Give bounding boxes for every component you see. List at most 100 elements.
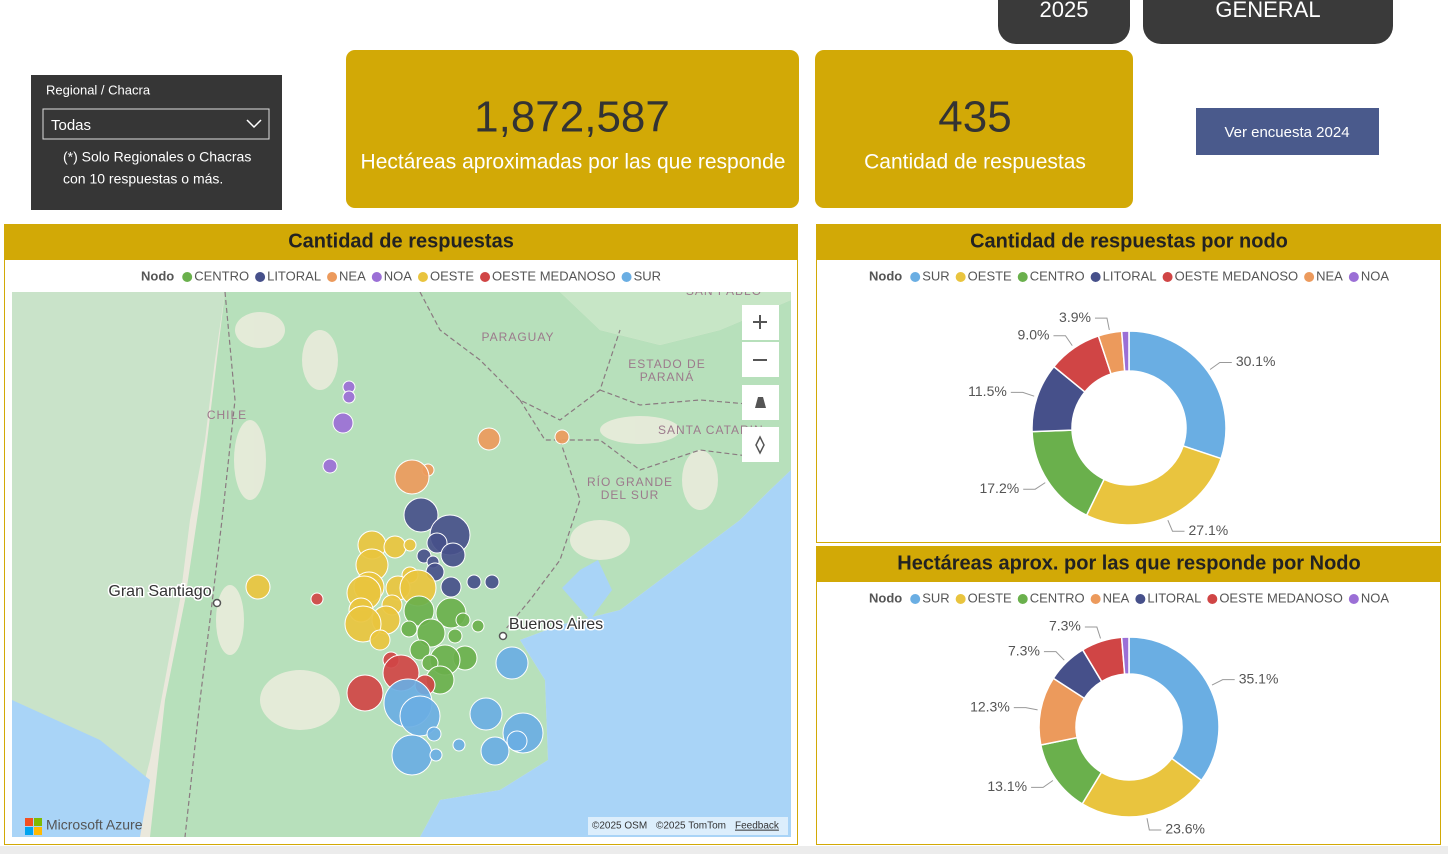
map-controls [742,305,779,462]
legend-item: OESTE MEDANOSO [492,268,616,283]
feedback-link[interactable]: Feedback [735,821,780,832]
legend-item: LITORAL [1147,590,1201,605]
legend-swatch [621,272,632,282]
legend-item: CENTRO [1030,590,1085,605]
scope-button[interactable]: GENERAL [1143,0,1393,44]
legend-item: OESTE [430,268,474,283]
data-label: 30.1% [1236,353,1276,369]
legend-item: SUR [922,590,949,605]
kpi-value: 435 [938,93,1011,142]
brand-logo: Microsoft Azure [25,817,143,835]
data-label: 11.5% [968,383,1007,399]
map-place: ESTADO DE [628,357,705,371]
filter-label: Regional / Chacra [46,82,151,97]
donut-slice [1120,330,1130,372]
map-city: Buenos Aires [509,616,603,633]
data-label: 7.3% [1049,618,1081,634]
donut-slice [1128,330,1227,460]
legend-item: OESTE [968,590,1012,605]
donut-slice [1128,636,1220,782]
legend-swatch [1162,272,1173,282]
legend-swatch [182,272,193,282]
year-button[interactable]: 2025 [998,0,1130,44]
donut-slice [1085,445,1223,526]
leader-line [1013,707,1038,711]
donut-panel: Hectáreas aprox. por las que responde po… [816,546,1441,845]
legend-swatch [1348,272,1359,282]
filter-note: (*) Solo Regionales o Chacras [63,149,251,165]
legend-item: NOA [384,268,413,283]
filter-panel: Regional / Chacra Todas (*) Solo Regiona… [31,75,282,210]
legend-swatch [955,594,966,604]
kpi-value: 1,872,587 [474,93,670,142]
data-label: 13.1% [987,778,1027,794]
data-label: 12.3% [970,698,1010,714]
leader-line [1167,519,1185,532]
legend-item: NOA [1361,268,1390,283]
donut-slice [1120,636,1130,675]
leader-line [1094,317,1110,331]
zoom-in[interactable] [742,305,779,340]
bottom-strip [0,846,1448,854]
bubbles [245,380,570,776]
legend-title: Nodo [869,268,902,283]
legend-swatch [480,272,491,282]
legend-swatch [1017,594,1028,604]
scope-label: GENERAL [1215,0,1320,22]
map-place: PARAGUAY [482,330,555,344]
leader-line [1211,679,1235,686]
data-label: 3.9% [1059,309,1091,325]
leader-line [1043,651,1065,661]
legend-swatch [1017,272,1028,282]
filter-note: con 10 respuestas o más. [63,171,223,187]
map-place: CHILE [207,408,247,422]
map-city: Gran Santiago [108,583,211,600]
tilt[interactable] [742,385,779,420]
legend-title: Nodo [141,268,174,283]
brand-name: Microsoft Azure [46,817,143,833]
legend-item: OESTE MEDANOSO [1219,590,1343,605]
panel-title: Cantidad de respuestas [288,230,514,252]
legend-swatch [955,272,966,282]
legend-item: SUR [634,268,661,283]
legend-item: CENTRO [194,268,249,283]
data-label: 23.6% [1165,821,1205,837]
map-place: PARANÁ [640,369,694,384]
link-button[interactable]: Ver encuesta 2024 [1196,108,1379,155]
legend-swatch [327,272,338,282]
data-label: 27.1% [1189,522,1229,538]
attribution: ©2025 TomTom [656,821,726,832]
legend-swatch [1090,594,1101,604]
legend-swatch [417,272,428,282]
legend-item: OESTE [968,268,1012,283]
compass[interactable] [742,427,779,462]
data-label: 35.1% [1239,670,1279,686]
map[interactable]: SAN PABLO PARAGUAY CHILE ESTADO DE PARAN… [12,284,791,837]
legend-item: CENTRO [1030,268,1085,283]
leader-line [1023,482,1046,490]
zoom-out[interactable] [742,342,779,377]
leader-line [1053,335,1073,346]
filter-dropdown[interactable]: Todas [42,108,270,140]
year-label: 2025 [1040,0,1089,22]
legend-swatch [910,272,921,282]
leader-line [1209,361,1232,370]
leader-line [1031,780,1054,788]
legend-item: OESTE MEDANOSO [1175,268,1299,283]
panel-title: Hectáreas aprox. por las que responde po… [897,552,1360,574]
legend-item: SUR [922,268,949,283]
legend-item: NOA [1361,590,1390,605]
legend-swatch [1207,594,1218,604]
link-label: Ver encuesta 2024 [1224,124,1349,141]
leader-line [1146,818,1162,831]
map-place: SAN PABLO [686,284,762,298]
data-label: 17.2% [979,480,1019,496]
legend: Nodo CENTRO LITORAL NEA NOA OESTE OESTE MEDANO… [141,268,661,283]
map-place: DEL SUR [601,488,660,502]
legend: Nodo SUR OESTE CENTRO LITORAL OESTE MEDANOSO N… [869,268,1389,283]
legend-swatch [1348,594,1359,604]
legend-swatch [1135,594,1146,604]
legend-swatch [1304,272,1315,282]
legend-item: NEA [339,268,366,283]
leader-line [1084,626,1102,639]
